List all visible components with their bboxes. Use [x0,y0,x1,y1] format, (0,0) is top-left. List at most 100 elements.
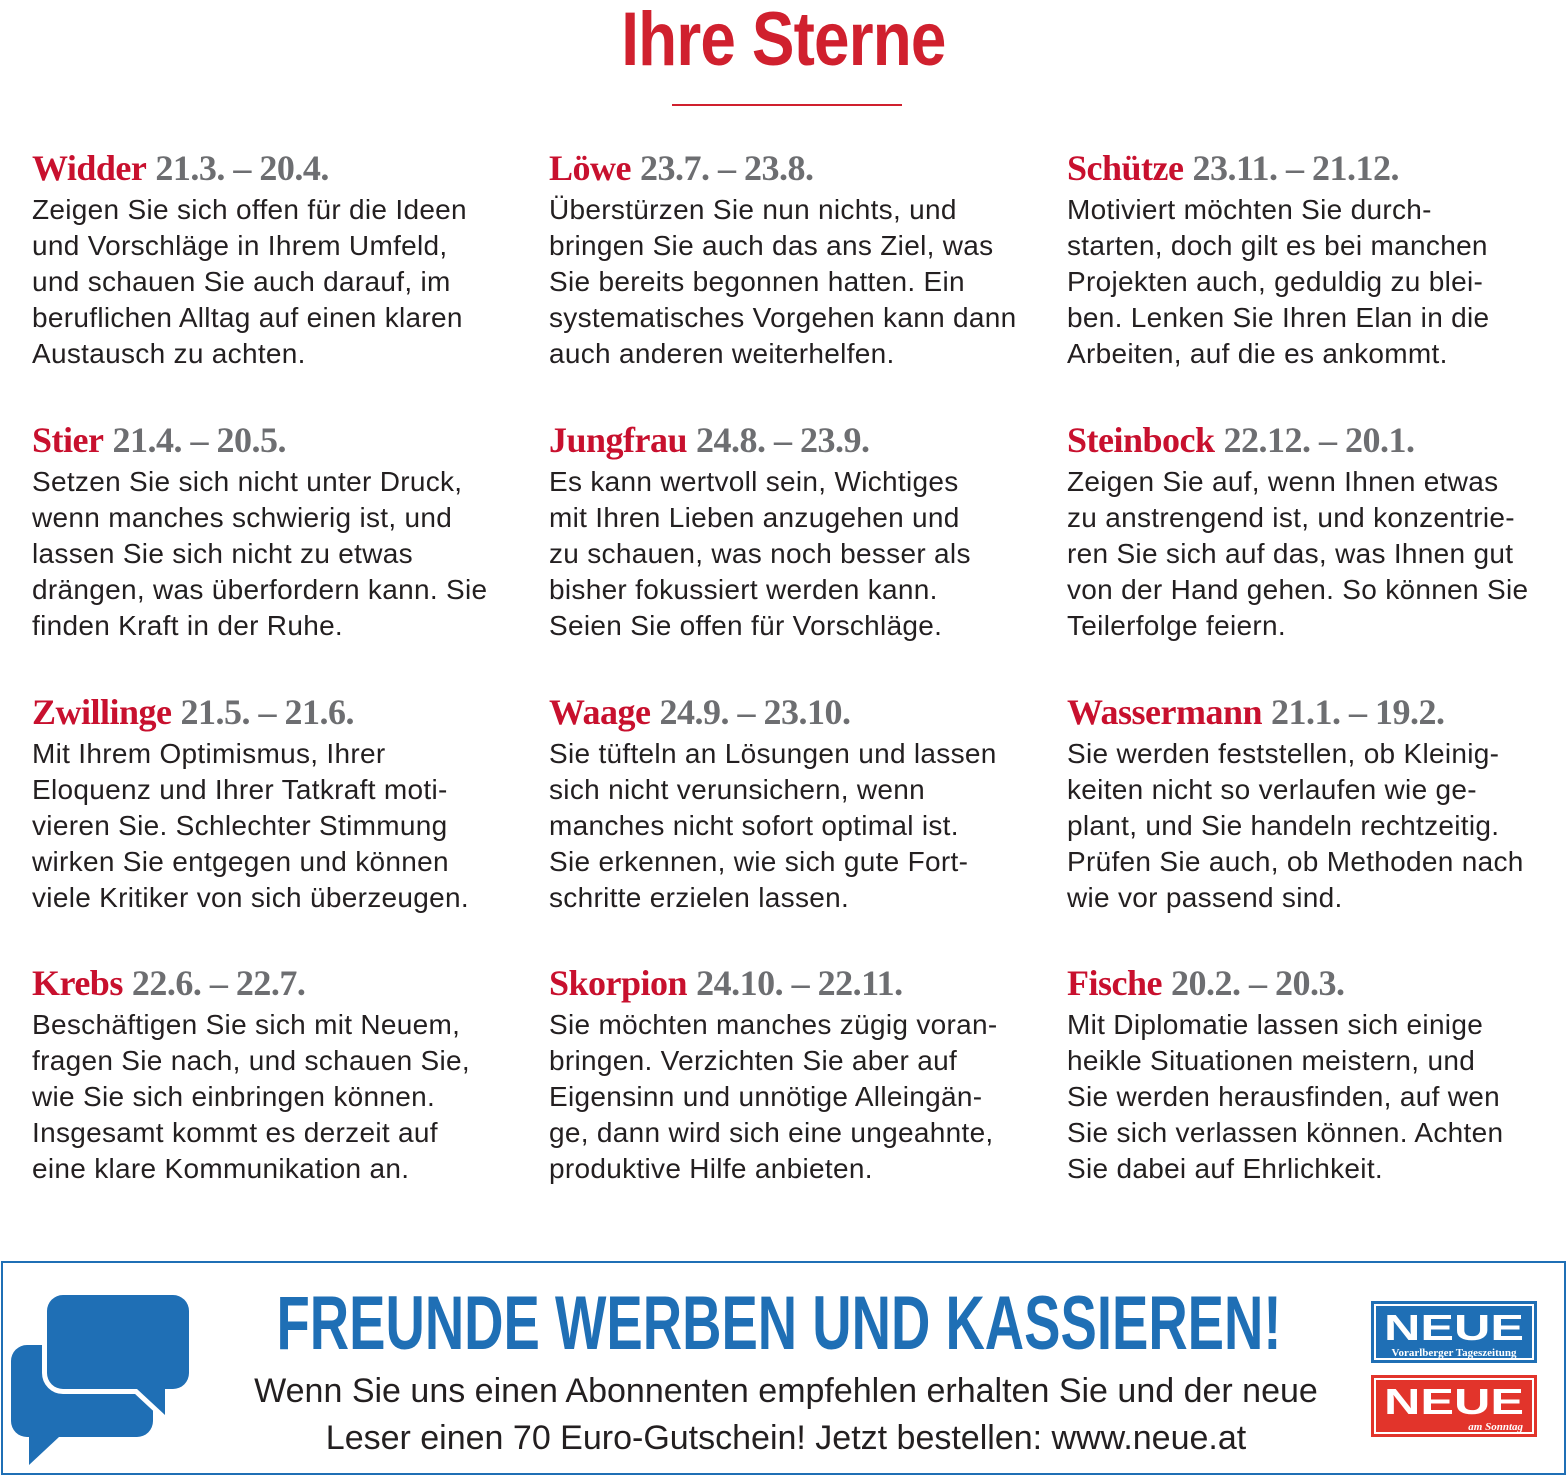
text-line: drängen, was überfordern kann. Sie [32,574,488,605]
text-line: Seien Sie offen für Vorschläge. [549,610,943,641]
horoscope-entry: Zwillinge 21.5. – 21.6. Mit Ihrem Optimism… [32,692,532,916]
text-line: Es kann wertvoll sein, Wichtiges [549,466,959,497]
logo-subtitle: am Sonntag [1468,1421,1523,1433]
title-rule [672,104,902,106]
sign-name: Schütze [1067,148,1184,188]
sign-text: Zeigen Sie auf, wenn Ihnen etwas zu anstr… [1067,464,1567,644]
sign-heading: Fische 20.2. – 20.3. [1067,963,1567,1003]
sign-name: Zwillinge [32,692,172,732]
horoscope-entry: Steinbock 22.12. – 20.1. Zeigen Sie auf, w… [1067,420,1567,644]
sign-dates: 22.6. – 22.7. [131,963,306,1003]
sign-dates: 22.12. – 20.1. [1223,420,1416,460]
sign-name: Jungfrau [549,420,688,460]
text-line: ren Sie sich auf das, was Ihnen gut [1067,538,1514,569]
logo: NEUE am Sonntag [1371,1375,1537,1437]
text-line: ge, dann wird sich eine ungeahnte, [549,1117,994,1148]
text-line: und Vorschläge in Ihrem Umfeld, [32,230,448,261]
ad-text: Leser einen 70 Euro-Gutschein! Jetzt bes… [326,1419,1247,1457]
text-line: Insgesamt kommt es derzeit auf [32,1117,438,1148]
text-line: bisher fokussiert werden kann. [549,574,938,605]
sign-heading: Stier 21.4. – 20.5. [32,420,532,460]
text-line: Projekten auch, geduldig zu blei- [1067,266,1484,297]
text-line: Sie sich verlassen können. Achten [1067,1117,1504,1148]
text-line: fragen Sie nach, und schauen Sie, [32,1045,470,1076]
text-line: Mit Ihrem Optimismus, Ihrer [32,738,386,769]
sign-name: Steinbock [1067,420,1215,460]
sign-text: Zeigen Sie sich offen für die Ideen und V… [32,192,532,372]
page-title: Ihre Sterne [621,0,946,82]
sign-text: Mit Diplomatie lassen sich einige heikle … [1067,1007,1567,1187]
text-line: heikle Situationen meistern, und [1067,1045,1476,1076]
text-line: wie Sie sich einbringen können. [32,1081,436,1112]
sign-dates: 21.3. – 20.4. [155,148,329,188]
sign-dates: 24.10. – 22.11. [696,963,903,1003]
ad-headline: FREUNDE WERBEN UND KASSIEREN! [277,1281,1282,1366]
horoscope-entry: Fische 20.2. – 20.3. Mit Diplomatie lassen… [1067,963,1567,1187]
text-line: Arbeiten, auf die es ankommt. [1067,338,1448,369]
sign-heading: Schütze 23.11. – 21.12. [1067,148,1567,188]
sign-heading: Löwe 23.7. – 23.8. [549,148,1049,188]
horoscope-entry: Waage 24.9. – 23.10. Sie tüfteln an Lösung… [549,692,1049,916]
text-line: Sie dabei auf Ehrlichkeit. [1067,1153,1383,1184]
text-line: mit Ihren Lieben anzugehen und [549,502,960,533]
text-line: bringen. Verzichten Sie aber auf [549,1045,958,1076]
sign-heading: Skorpion 24.10. – 22.11. [549,963,1049,1003]
text-line: viele Kritiker von sich überzeugen. [32,882,469,913]
sign-dates: 21.1. – 19.2. [1271,692,1445,732]
text-line: Beschäftigen Sie sich mit Neuem, [32,1009,461,1040]
sign-text: Es kann wertvoll sein, Wichtiges mit Ihre… [549,464,1049,644]
text-line: Sie werden feststellen, ob Kleinig- [1067,738,1500,769]
ad-banner: FREUNDE WERBEN UND KASSIEREN! Wenn Sie u… [1,1261,1566,1475]
sign-text: Sie tüfteln an Lösungen und lassen sich n… [549,736,1049,916]
horoscope-entry: Stier 21.4. – 20.5. Setzen Sie sich nicht … [32,420,532,644]
sign-heading: Krebs 22.6. – 22.7. [32,963,532,1003]
text-line: wie vor passend sind. [1067,882,1343,913]
sign-text: Setzen Sie sich nicht unter Druck, wenn m… [32,464,532,644]
sign-name: Löwe [549,148,632,188]
text-line: sich nicht verunsichern, wenn [549,774,925,805]
text-line: starten, doch gilt es bei manchen [1067,230,1488,261]
text-line: eine klare Kommunikation an. [32,1153,410,1184]
sign-heading: Waage 24.9. – 23.10. [549,692,1049,732]
text-line: Eigensinn und unnötige Alleingän- [549,1081,983,1112]
text-line: und schauen Sie auch darauf, im [32,266,451,297]
text-line: Sie werden herausfinden, auf wen [1067,1081,1500,1112]
text-line: Sie möchten manches zügig voran- [549,1009,998,1040]
sign-name: Krebs [32,963,123,1003]
logo-name: NEUE [1384,1381,1524,1422]
text-line: Sie tüfteln an Lösungen und lassen [549,738,997,769]
sign-text: Beschäftigen Sie sich mit Neuem, fragen S… [32,1007,532,1187]
sign-text: Überstürzen Sie nun nichts, und bringen S… [549,192,1049,372]
text-line: Setzen Sie sich nicht unter Druck, [32,466,463,497]
text-line: auch anderen weiterhelfen. [549,338,895,369]
text-line: zu schauen, was noch besser als [549,538,971,569]
horoscope-entry: Skorpion 24.10. – 22.11. Sie möchten manch… [549,963,1049,1187]
text-line: finden Kraft in der Ruhe. [32,610,344,641]
horoscope-entry: Löwe 23.7. – 23.8. Überstürzen Sie nun nic… [549,148,1049,372]
text-line: Prüfen Sie auch, ob Methoden nach [1067,846,1524,877]
sign-name: Widder [32,148,147,188]
text-line: Überstürzen Sie nun nichts, und [549,194,957,225]
chat-icon [11,1290,194,1465]
sign-dates: 23.7. – 23.8. [640,148,814,188]
text-line: produktive Hilfe anbieten. [549,1153,873,1184]
text-line: beruflichen Alltag auf einen klaren [32,302,463,333]
text-line: Zeigen Sie sich offen für die Ideen [32,194,467,225]
sign-text: Mit Ihrem Optimismus, Ihrer Eloquenz und … [32,736,532,916]
sign-text: Motiviert möchten Sie durch-starten, doc… [1067,192,1567,372]
logo: NEUE Vorarlberger Tageszeitung [1371,1301,1537,1363]
sign-name: Wassermann [1067,692,1263,732]
horoscope-entry: Jungfrau 24.8. – 23.9. Es kann wertvoll se… [549,420,1049,644]
text-line: schritte erzielen lassen. [549,882,850,913]
ad-text: Wenn Sie uns einen Abonnenten empfehlen … [254,1372,1318,1410]
sign-dates: 24.9. – 23.10. [659,692,852,732]
text-line: von der Hand gehen. So können Sie [1067,574,1529,605]
text-line: Teilerfolge feiern. [1067,610,1286,641]
horoscope-entry: Schütze 23.11. – 21.12. Motiviert möchten … [1067,148,1567,372]
sign-dates: 20.2. – 20.3. [1170,963,1345,1003]
logo-subtitle: Vorarlberger Tageszeitung [1392,1347,1517,1359]
logo-name: NEUE [1384,1307,1524,1348]
text-line: Motiviert möchten Sie durch- [1067,194,1432,225]
